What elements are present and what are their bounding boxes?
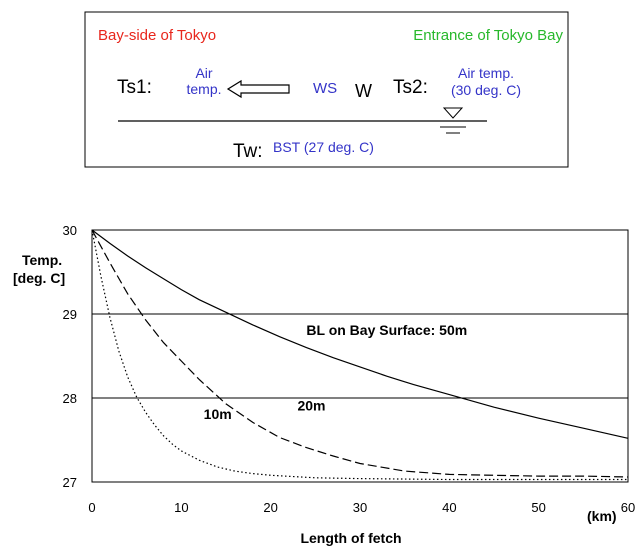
x-tick-label: 60 (621, 500, 635, 515)
y-tick-label: 29 (63, 307, 77, 322)
ts2-label: Ts2: (393, 77, 428, 98)
y-tick-label: 28 (63, 391, 77, 406)
curve-annotation: 10m (204, 406, 232, 422)
tw-label: Tw: (233, 141, 263, 162)
y-tick-label: 30 (63, 223, 77, 238)
x-tick-label: 40 (442, 500, 456, 515)
ts1-value-line2: temp. (186, 81, 221, 97)
w-label: W (355, 81, 372, 101)
x-tick-label: 20 (263, 500, 277, 515)
plot-frame (91, 229, 629, 483)
left-arrow-icon (226, 79, 290, 99)
y-axis-label-line2: [deg. C] (13, 270, 65, 286)
series-line-dashed (91, 229, 629, 478)
ts2-value-line1: Air temp. (458, 65, 514, 81)
gridlines (92, 313, 628, 399)
series-line-dotted (91, 229, 628, 481)
x-tick-label: 30 (353, 500, 367, 515)
y-axis-label-line1: Temp. (22, 252, 62, 268)
ws-label: WS (313, 80, 337, 97)
x-tick-label: 0 (88, 500, 95, 515)
series-line-solid (91, 229, 629, 439)
ts2-value-line2: (30 deg. C) (451, 82, 521, 98)
curve-annotation: 20m (297, 398, 325, 414)
series-layer (91, 229, 629, 481)
ts1-label: Ts1: (117, 77, 152, 98)
temperature-chart: 0 10 20 30 40 50 60 27 28 29 30 BL on Bay Surface… (13, 223, 635, 546)
diagram-frame (84, 11, 569, 168)
left-location-title: Bay-side of Tokyo (98, 27, 216, 44)
water-level-icon (440, 107, 466, 134)
x-tick-labels: 0 10 20 30 40 50 60 (88, 500, 635, 515)
curve-annotations: BL on Bay Surface: 50m 20m 10m (204, 322, 468, 422)
x-axis-label: Length of fetch (300, 530, 401, 546)
curve-annotation: BL on Bay Surface: 50m (306, 322, 467, 338)
x-tick-label: 50 (531, 500, 545, 515)
bay-diagram: Bay-side of Tokyo Entrance of Tokyo Bay … (84, 11, 569, 168)
ts1-value-line1: Air (195, 65, 212, 81)
y-tick-labels: 27 28 29 30 (63, 223, 77, 490)
y-tick-label: 27 (63, 475, 77, 490)
right-location-title: Entrance of Tokyo Bay (413, 27, 563, 44)
x-tick-label: 10 (174, 500, 188, 515)
tw-value: BST (27 deg. C) (273, 139, 374, 155)
x-axis-unit: (km) (587, 508, 617, 524)
